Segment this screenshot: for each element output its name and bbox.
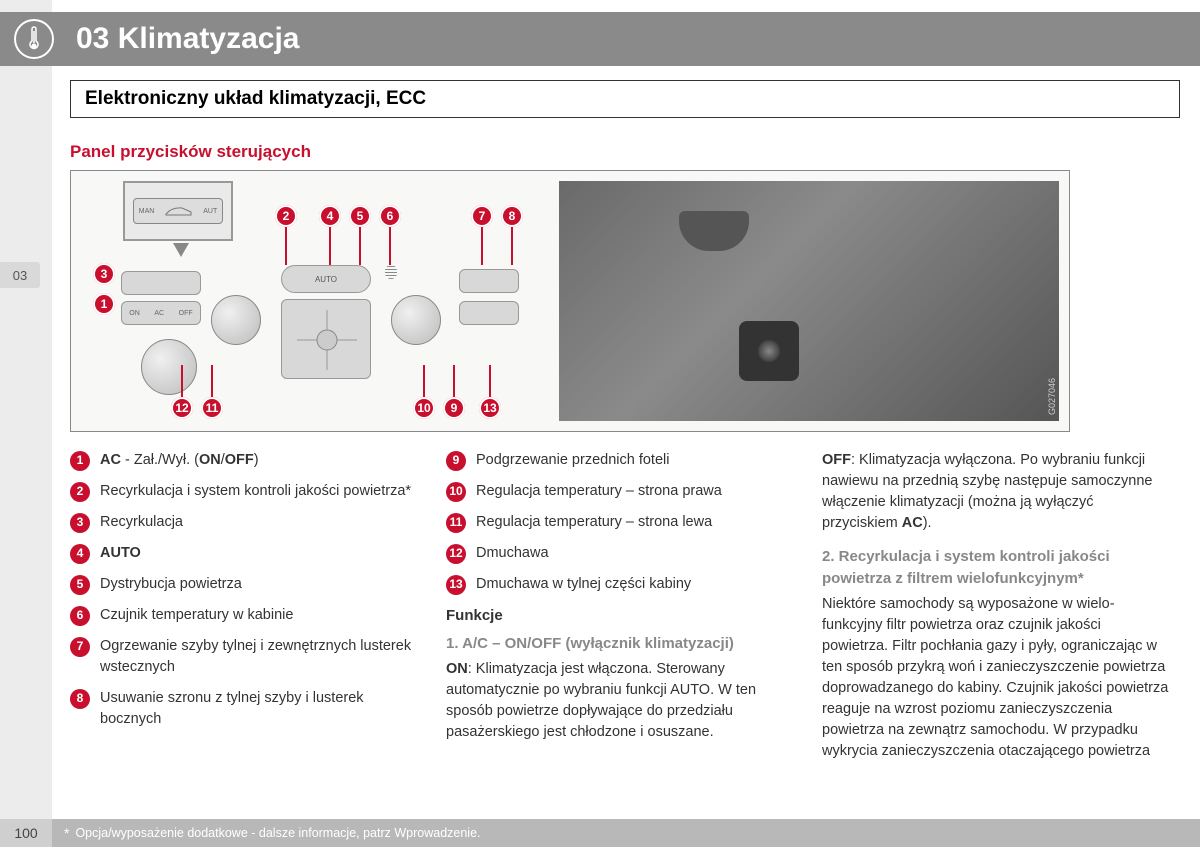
func2-title: 2. Recyrkulacja i system kontroli jakośc…	[822, 546, 1170, 590]
cupholder	[679, 211, 749, 251]
callout-number: 11	[446, 513, 466, 533]
diagram-pin-13: 13	[479, 397, 501, 419]
callout-text: Czujnik temperatury w kabinie	[100, 605, 418, 626]
ac-button: ONACOFF	[121, 301, 201, 325]
diagram-pin-12: 12	[171, 397, 193, 419]
seat-heat-buttons	[459, 301, 519, 325]
thermometer-icon	[14, 19, 54, 59]
callout-text: Regulacja temperatury – strona prawa	[476, 481, 794, 502]
callout-number: 9	[446, 451, 466, 471]
callout-item: 13 Dmuchawa w tylnej części kabiny	[446, 574, 794, 595]
callout-number: 8	[70, 689, 90, 709]
diagram-pin-5: 5	[349, 205, 371, 227]
auto-button: AUTO	[281, 265, 371, 293]
defrost-buttons	[459, 269, 519, 293]
temp-right-knob	[391, 295, 441, 345]
column-1: 1 AC - Zał./Wył. (ON/OFF) 2 Recyrkulacja i …	[70, 450, 418, 762]
rear-blower-photo: G027046	[559, 181, 1059, 421]
callout-text: Ogrzewanie szyby tylnej i zewnętrznych l…	[100, 636, 418, 678]
callout-item: 7 Ogrzewanie szyby tylnej i zewnętrznych …	[70, 636, 418, 678]
diagram-pin-2: 2	[275, 205, 297, 227]
func1-title: 1. A/C – ON/OFF (wyłącznik klimatyzacji)	[446, 633, 794, 655]
callout-text: Recyrkulacja	[100, 512, 418, 533]
inset-detail: MAN AUT	[123, 181, 233, 241]
callout-item: 1 AC - Zał./Wył. (ON/OFF)	[70, 450, 418, 471]
callout-number: 5	[70, 575, 90, 595]
asterisk-icon: *	[64, 825, 69, 841]
inset-aut-label: AUT	[203, 208, 217, 215]
callout-item: 6 Czujnik temperatury w kabinie	[70, 605, 418, 626]
chapter-header: 03 Klimatyzacja	[0, 12, 1200, 66]
func1-off-text: OFF: Klimatyzacja wyłączona. Po wybraniu…	[822, 450, 1170, 534]
callout-item: 3 Recyrkulacja	[70, 512, 418, 533]
callout-text: Regulacja temperatury – strona lewa	[476, 512, 794, 533]
callout-item: 10 Regulacja temperatury – strona prawa	[446, 481, 794, 502]
left-gutter: 03	[0, 0, 52, 847]
recirc-button	[121, 271, 201, 295]
rear-blower-socket	[739, 321, 799, 381]
footnote-text: Opcja/wyposażenie dodatkowe - dalsze inf…	[75, 826, 480, 840]
callout-text: Dmuchawa	[476, 543, 794, 564]
callout-text: Dystrybucja powietrza	[100, 574, 418, 595]
inset-man-label: MAN	[139, 208, 155, 215]
callout-number: 10	[446, 482, 466, 502]
diagram-pin-10: 10	[413, 397, 435, 419]
callout-item: 8 Usuwanie szronu z tylnej szyby i luster…	[70, 688, 418, 730]
section-title: Elektroniczny układ klimatyzacji, ECC	[70, 80, 1180, 118]
control-panel-body: ONACOFF AUTO	[81, 259, 531, 419]
func2-body: Niektóre samochody są wyposażone w wielo…	[822, 594, 1170, 762]
diagram-pin-11: 11	[201, 397, 223, 419]
callout-text: AC - Zał./Wył. (ON/OFF)	[100, 450, 418, 471]
image-code: G027046	[1047, 378, 1057, 415]
temp-left-knob	[211, 295, 261, 345]
page-number: 100	[0, 819, 52, 847]
column-3: OFF: Klimatyzacja wyłączona. Po wybraniu…	[822, 450, 1170, 762]
callout-number: 3	[70, 513, 90, 533]
panel-heading: Panel przycisków sterujących	[70, 142, 1180, 162]
diagram-pin-7: 7	[471, 205, 493, 227]
page-content: Elektroniczny układ klimatyzacji, ECC Pa…	[70, 80, 1180, 762]
callout-text: Usuwanie szronu z tylnej szyby i lustere…	[100, 688, 418, 730]
callout-number: 1	[70, 451, 90, 471]
inset-pointer	[173, 243, 189, 257]
text-columns: 1 AC - Zał./Wył. (ON/OFF) 2 Recyrkulacja i …	[70, 450, 1170, 762]
callout-number: 12	[446, 544, 466, 564]
callout-item: 2 Recyrkulacja i system kontroli jakości …	[70, 481, 418, 502]
diagram-pin-4: 4	[319, 205, 341, 227]
car-profile-icon	[164, 204, 194, 218]
callout-text: Recyrkulacja i system kontroli jakości p…	[100, 481, 418, 502]
callout-number: 7	[70, 637, 90, 657]
blower-knob	[141, 339, 197, 395]
control-panel-diagram: MAN AUT ONACOFF AUTO	[70, 170, 1070, 432]
diagram-pin-9: 9	[443, 397, 465, 419]
chapter-tab: 03	[0, 262, 40, 288]
callout-item: 5 Dystrybucja powietrza	[70, 574, 418, 595]
callout-number: 2	[70, 482, 90, 502]
func1-on-text: ON: Klimatyzacja jest włączona. Sterowan…	[446, 659, 794, 743]
diagram-pin-3: 3	[93, 263, 115, 285]
callout-item: 9 Podgrzewanie przednich foteli	[446, 450, 794, 471]
callout-item: 12 Dmuchawa	[446, 543, 794, 564]
footnote-bar: * Opcja/wyposażenie dodatkowe - dalsze i…	[52, 819, 1200, 847]
functions-heading: Funkcje	[446, 605, 794, 627]
callout-text: AUTO	[100, 543, 418, 564]
temp-sensor	[385, 265, 397, 279]
column-2: 9 Podgrzewanie przednich foteli 10 Regulacj…	[446, 450, 794, 762]
diagram-pin-1: 1	[93, 293, 115, 315]
callout-number: 13	[446, 575, 466, 595]
callout-item: 4 AUTO	[70, 543, 418, 564]
callout-text: Podgrzewanie przednich foteli	[476, 450, 794, 471]
callout-number: 4	[70, 544, 90, 564]
callout-item: 11 Regulacja temperatury – strona lewa	[446, 512, 794, 533]
diagram-pin-6: 6	[379, 205, 401, 227]
distribution-pad	[281, 299, 371, 379]
chapter-title: 03 Klimatyzacja	[76, 22, 299, 56]
callout-text: Dmuchawa w tylnej części kabiny	[476, 574, 794, 595]
diagram-pin-8: 8	[501, 205, 523, 227]
callout-number: 6	[70, 606, 90, 626]
